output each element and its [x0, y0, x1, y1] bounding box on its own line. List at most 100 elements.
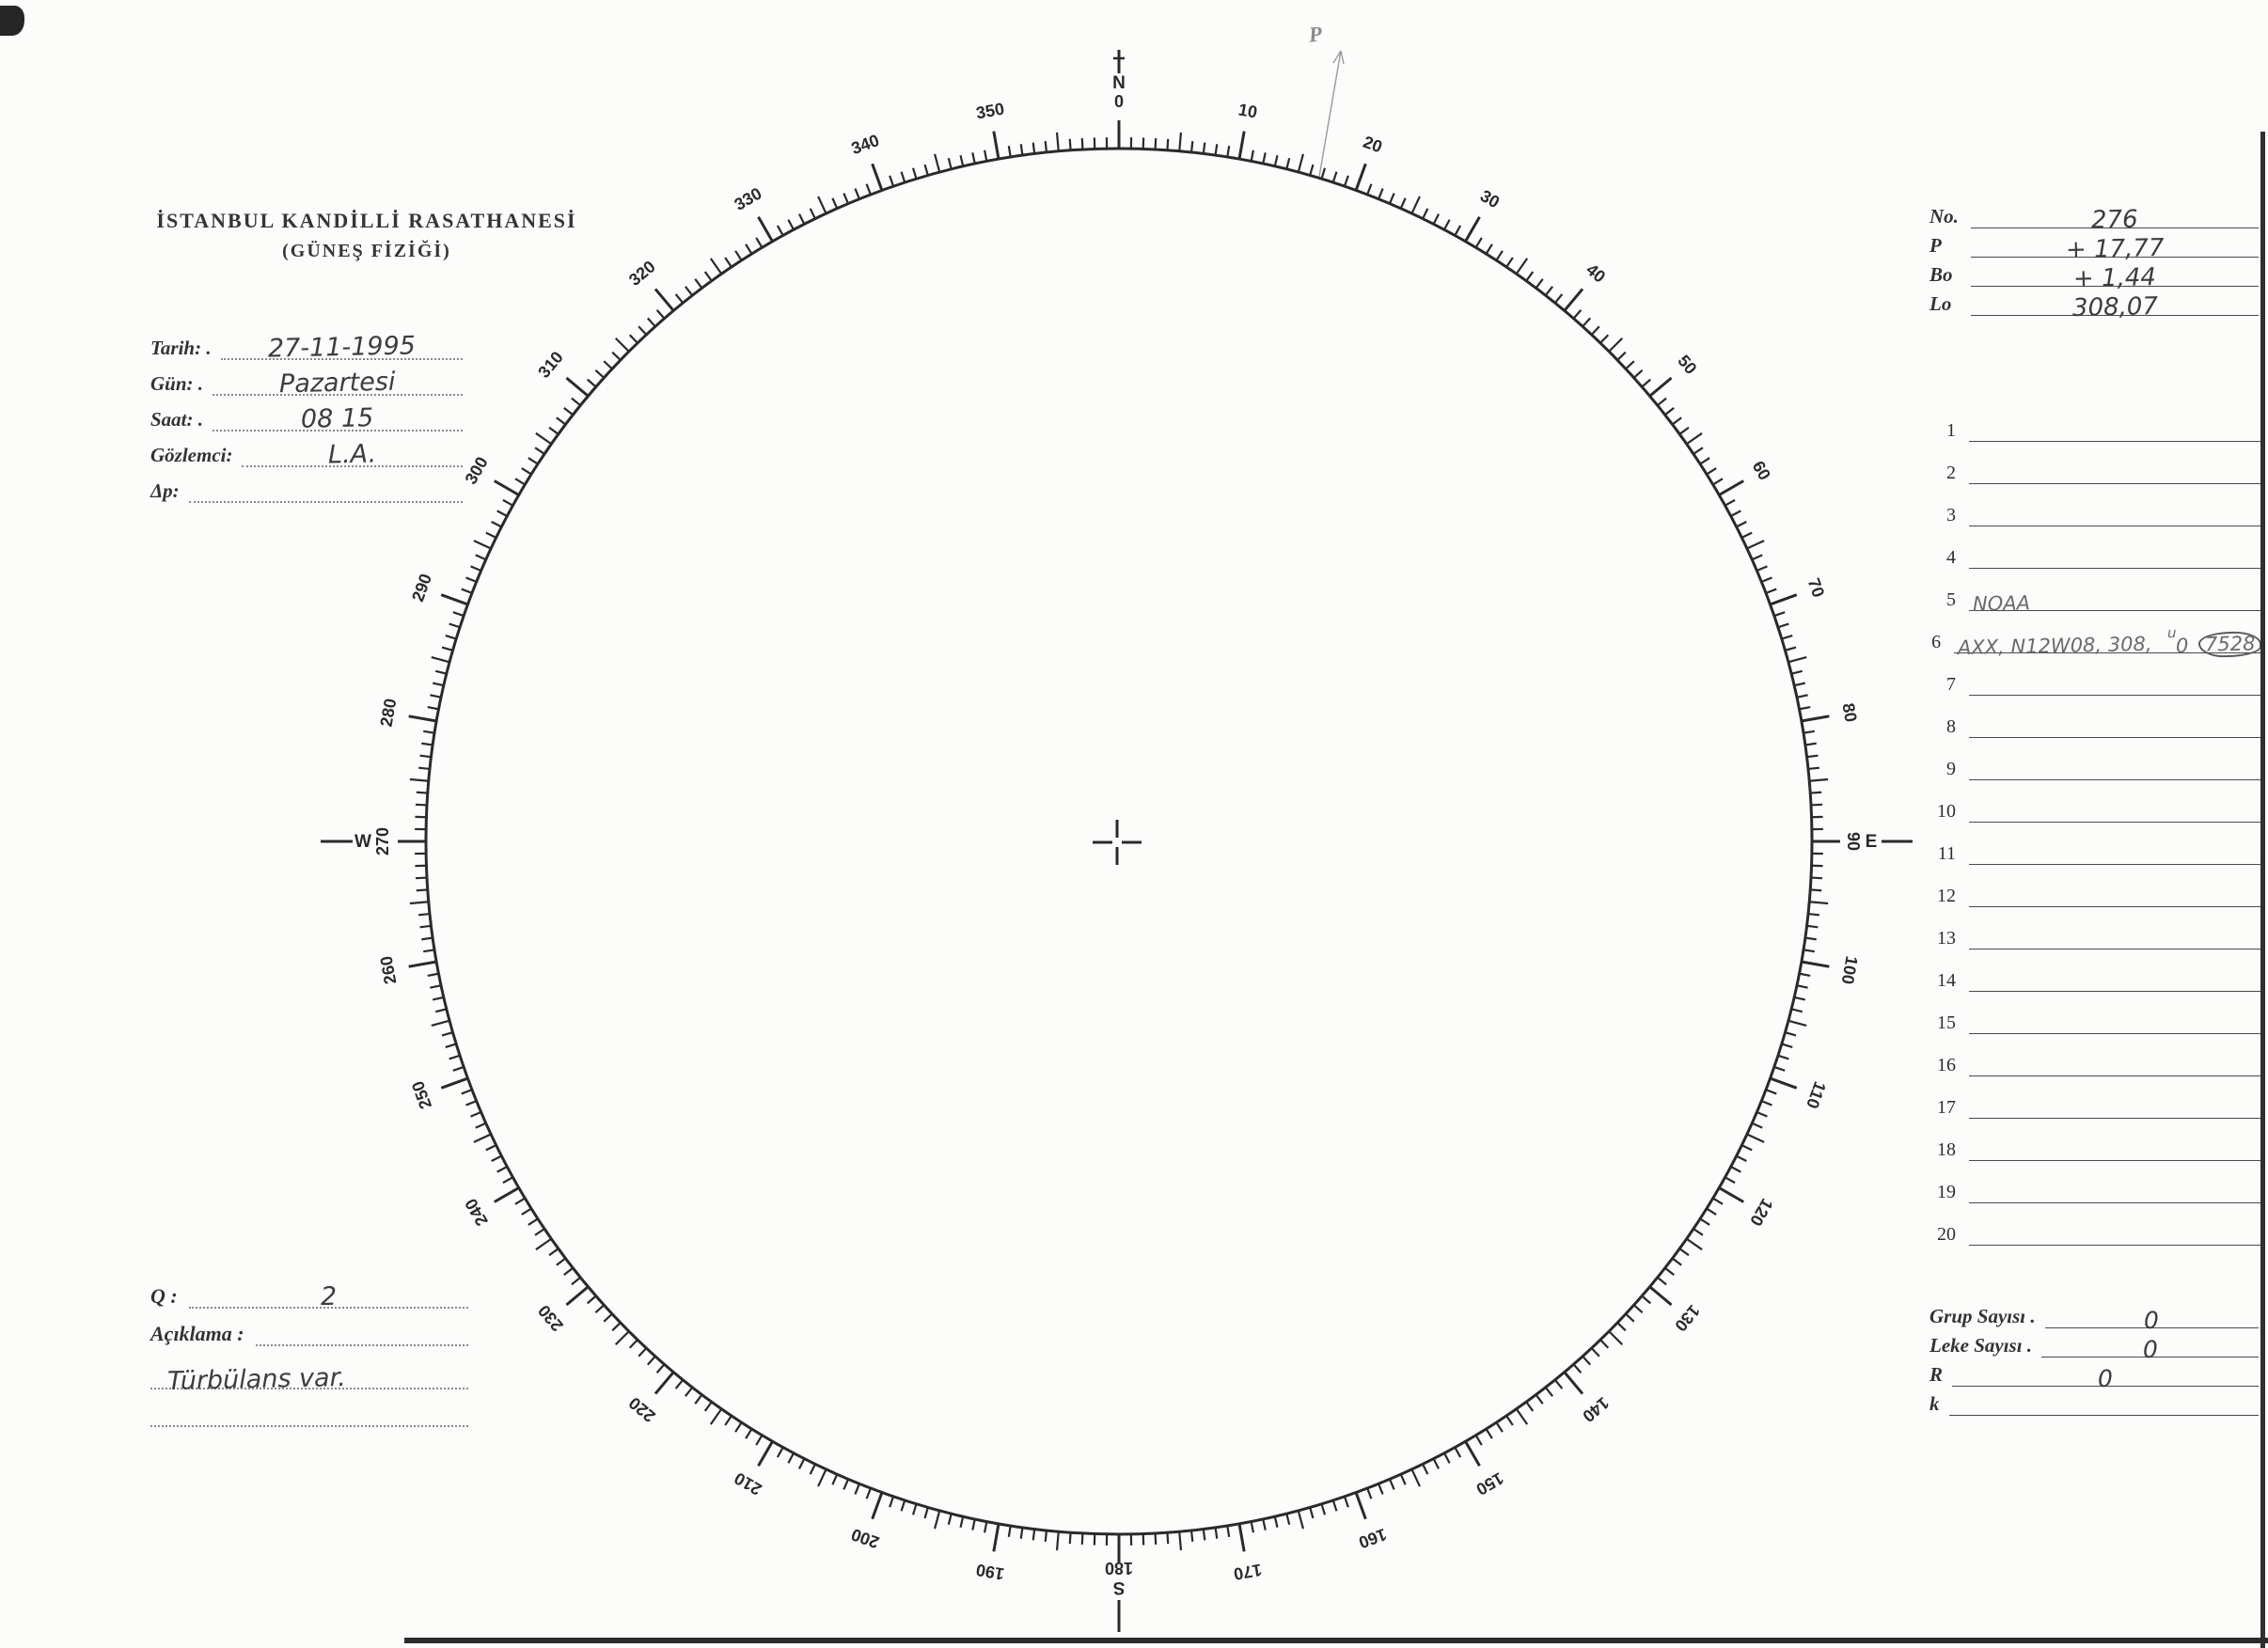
tick	[1632, 369, 1644, 379]
tick	[1464, 216, 1481, 243]
tick	[502, 498, 513, 507]
tick	[1378, 188, 1384, 200]
summary-row: k	[1929, 1387, 2259, 1416]
tick	[421, 936, 433, 941]
tick	[1608, 337, 1624, 353]
tick	[1032, 142, 1036, 154]
tick	[494, 1186, 520, 1203]
summary-label: Grup Sayısı .	[1929, 1305, 2036, 1327]
quality-label: Q :	[150, 1284, 178, 1308]
tick	[934, 1510, 941, 1530]
tick	[494, 479, 520, 496]
tick	[1080, 1532, 1084, 1546]
tick	[1810, 876, 1823, 880]
tick	[1544, 1387, 1553, 1397]
tick	[745, 243, 753, 255]
ephemeris-row: Lo 308,07	[1929, 287, 2259, 322]
tick	[992, 1523, 1000, 1552]
ephemeris-line: + 17,77	[1971, 234, 2259, 264]
tick	[1454, 225, 1462, 236]
tick	[603, 360, 613, 370]
tick	[611, 1322, 622, 1332]
tick	[628, 1339, 638, 1349]
tick	[1535, 278, 1544, 290]
tick	[971, 1518, 976, 1530]
tick	[724, 257, 732, 268]
info-field-label: Saat: .	[150, 408, 204, 431]
tick	[1285, 157, 1291, 170]
tick	[431, 656, 450, 664]
north-degree-label: 0	[1114, 92, 1124, 111]
summary-line: 0	[2041, 1336, 2259, 1363]
list-row: 14	[1929, 950, 2261, 992]
tick	[535, 432, 552, 446]
tick	[502, 1176, 513, 1185]
tick	[1712, 478, 1724, 486]
tick	[757, 1440, 774, 1467]
tick	[514, 1197, 526, 1205]
tick	[1297, 153, 1304, 173]
list-row-line	[1969, 1118, 2261, 1119]
tick	[449, 622, 461, 629]
info-field-row: Gün: . Pazartesi	[150, 360, 463, 399]
degree-label: 30	[1477, 186, 1503, 212]
tick	[1582, 317, 1591, 328]
degree-label: 200	[849, 1525, 882, 1552]
tick	[654, 1371, 675, 1395]
tick	[984, 1521, 988, 1533]
tick	[1505, 257, 1514, 268]
remarks-line	[255, 1344, 468, 1346]
tick	[1793, 682, 1806, 687]
tick	[440, 1076, 468, 1090]
tick	[1166, 138, 1170, 150]
list-row-number: 7	[1946, 674, 1956, 695]
tick	[452, 611, 465, 618]
tick	[1678, 1248, 1690, 1257]
tick	[452, 1065, 465, 1072]
tick	[1410, 1468, 1421, 1487]
tick	[1736, 1154, 1747, 1163]
tick	[441, 1031, 453, 1037]
tick	[1544, 286, 1553, 296]
tick	[603, 1312, 613, 1323]
tick	[1678, 426, 1690, 435]
list-row-line	[1969, 1202, 2261, 1203]
tick	[594, 1304, 606, 1313]
tick	[776, 225, 784, 236]
list-row-line	[1969, 1075, 2261, 1076]
tick	[1464, 1440, 1481, 1467]
tick	[745, 1428, 753, 1439]
tick	[1699, 1217, 1710, 1226]
tick	[755, 237, 764, 248]
tick	[1773, 1065, 1786, 1072]
disk-ring	[424, 147, 1814, 1536]
tick	[1788, 1019, 1807, 1027]
info-field-line: 27-11-1995	[220, 331, 463, 364]
tick	[1599, 334, 1610, 344]
tick	[1801, 960, 1830, 968]
tick	[1189, 1530, 1194, 1543]
remarks-empty-line	[150, 1389, 468, 1427]
tick	[521, 467, 532, 476]
tick	[1388, 193, 1395, 205]
tick	[1515, 258, 1529, 275]
p-angle-label: P	[1307, 22, 1325, 47]
list-row-number: 5	[1946, 589, 1956, 610]
list-row: 6 AXX, N12W08, 308, u 0 7528	[1929, 611, 2262, 659]
list-row: 16	[1929, 1034, 2261, 1076]
scan-artifact-right-edge	[2260, 132, 2265, 1648]
tick	[1625, 360, 1635, 370]
summary-block: Grup Sayısı . 0 Leke Sayısı . 0 R 0 k	[1929, 1299, 2259, 1416]
info-field-row: Tarih: . 27-11-1995	[150, 324, 463, 364]
tick	[1785, 646, 1797, 651]
info-field-value: 27-11-1995	[267, 331, 417, 364]
tick	[831, 1473, 839, 1485]
east-label: E	[1866, 832, 1878, 852]
tick	[1343, 1496, 1349, 1508]
tick	[415, 876, 428, 880]
info-field-label: Tarih: .	[150, 337, 212, 359]
tick	[703, 271, 713, 282]
tick	[1378, 1483, 1384, 1495]
degree-label: 80	[1838, 701, 1860, 723]
tick	[1553, 1379, 1564, 1389]
